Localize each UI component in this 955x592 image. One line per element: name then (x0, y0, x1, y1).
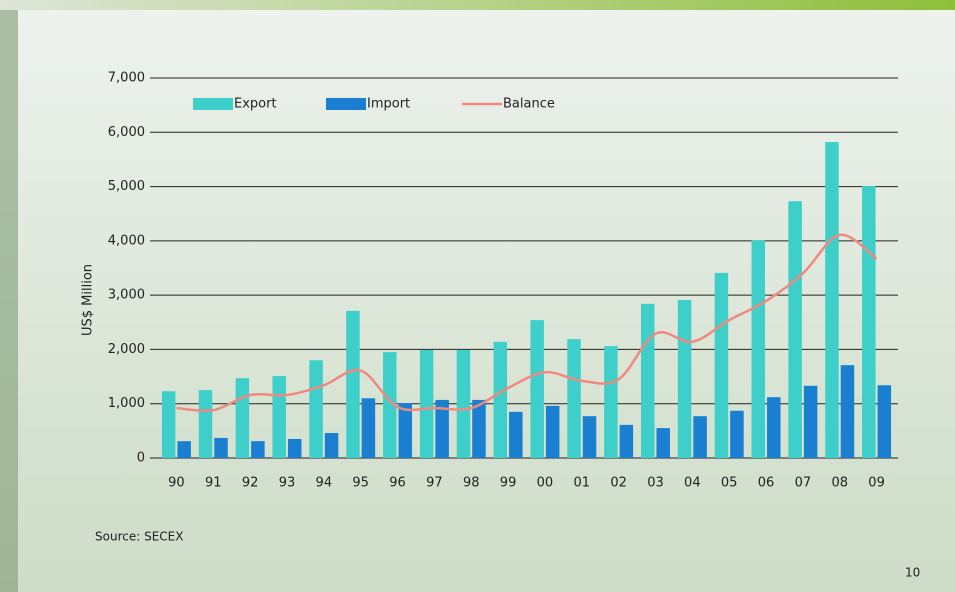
bar (803, 385, 818, 458)
bar (714, 272, 729, 458)
bar (567, 339, 581, 458)
legend-label: Import (367, 97, 410, 112)
page-number: 10 (905, 566, 920, 580)
x-tick-label: 96 (389, 476, 406, 491)
legend-label: Balance (503, 97, 555, 112)
y-tick-label: 1,000 (108, 396, 145, 411)
bar (530, 320, 544, 458)
x-tick-label: 91 (205, 476, 222, 491)
bar (435, 399, 449, 458)
bar (398, 403, 413, 458)
bar (877, 385, 892, 458)
bar (640, 303, 655, 458)
x-tick-label: 97 (426, 476, 443, 491)
bar (825, 142, 839, 459)
bar (582, 416, 597, 458)
bar (309, 360, 323, 458)
bar (604, 346, 618, 458)
bar (862, 186, 876, 458)
source: Source: SECEX (95, 530, 183, 544)
y-tick-label: 3,000 (108, 288, 145, 303)
x-tick-label: 92 (242, 476, 259, 491)
y-tick-label: 2,000 (108, 342, 145, 357)
bar (177, 441, 191, 458)
bar (656, 428, 670, 458)
y-tick-label: 7,000 (108, 71, 145, 86)
x-tick-label: 01 (574, 476, 591, 491)
bar (619, 424, 634, 458)
bar (251, 441, 265, 458)
bar (361, 398, 376, 458)
y-tick-label: 0 (137, 451, 145, 466)
top-band (0, 0, 955, 10)
bar (493, 341, 508, 458)
bar (419, 349, 434, 458)
bar (383, 352, 397, 458)
x-tick-label: 94 (316, 476, 333, 491)
x-tick-label: 00 (537, 476, 554, 491)
bar (730, 410, 744, 458)
bar (198, 390, 213, 458)
bar (751, 240, 766, 458)
legend-swatch (326, 98, 366, 110)
x-tick-label: 95 (352, 476, 369, 491)
legend-swatch (193, 98, 233, 110)
x-tick-label: 03 (647, 476, 664, 491)
bar (235, 378, 250, 458)
x-tick-label: 99 (500, 476, 517, 491)
y-tick-label: 5,000 (108, 179, 145, 194)
x-tick-label: 08 (831, 476, 848, 491)
bar (677, 300, 692, 458)
x-tick-label: 09 (868, 476, 885, 491)
left-edge (0, 10, 18, 592)
bar (456, 349, 471, 458)
x-tick-label: 04 (684, 476, 701, 491)
y-tick-label: 4,000 (108, 233, 145, 248)
bar (509, 411, 523, 458)
y-axis-label: US$ Million (81, 264, 96, 336)
bar (346, 310, 360, 458)
bar (472, 399, 486, 458)
bar (788, 201, 802, 458)
x-tick-label: 05 (721, 476, 738, 491)
x-tick-label: 90 (168, 476, 185, 491)
bar (161, 391, 176, 458)
bar (840, 365, 855, 458)
bar (287, 439, 302, 458)
x-tick-label: 98 (463, 476, 480, 491)
bar (767, 397, 781, 458)
y-tick-label: 6,000 (108, 125, 145, 140)
legend-label: Export (234, 97, 277, 112)
bar (545, 405, 560, 458)
x-tick-label: 06 (758, 476, 775, 491)
balance-line (176, 233, 878, 413)
plot: 0 1,000 2,000 3,000 4,000 5,000 6,000 7,000 90 91… (108, 71, 898, 491)
bar (214, 437, 228, 458)
bar (272, 376, 286, 458)
bar (693, 416, 707, 458)
x-tick-label: 93 (279, 476, 296, 491)
x-tick-label: 02 (610, 476, 627, 491)
x-tick-label: 07 (795, 476, 812, 491)
bar (324, 433, 339, 458)
